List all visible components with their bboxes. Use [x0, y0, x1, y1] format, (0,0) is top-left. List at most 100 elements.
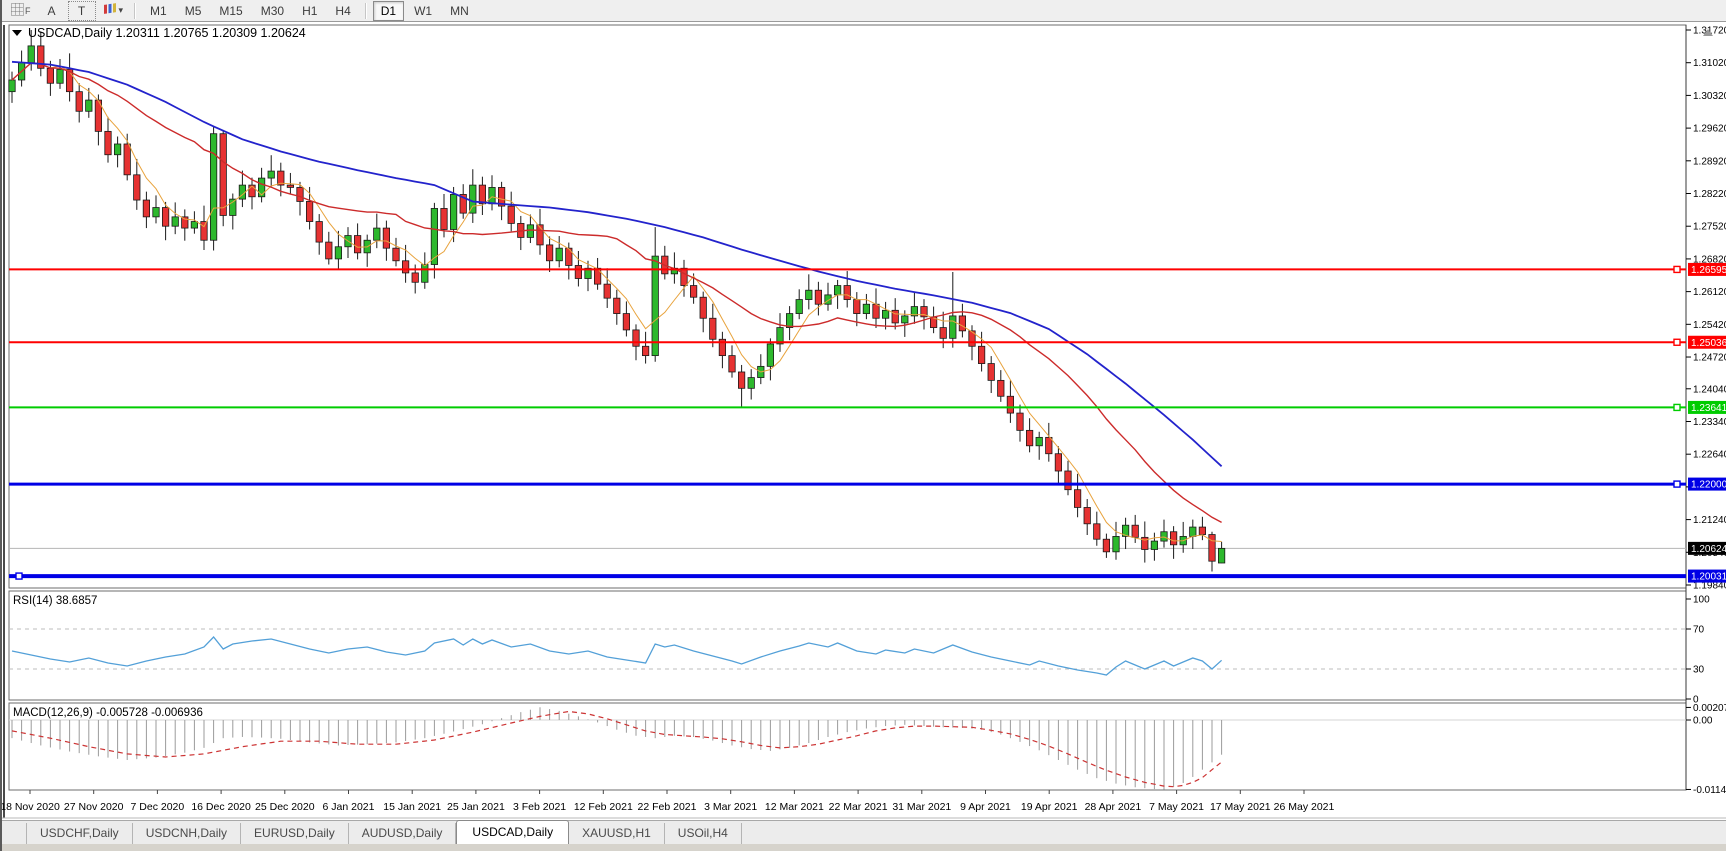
svg-text:1.31020: 1.31020: [1693, 58, 1726, 69]
toolbar-separator: [364, 2, 367, 19]
svg-text:27 Nov 2020: 27 Nov 2020: [64, 801, 124, 813]
grid-button-label: F: [25, 5, 31, 16]
tab-usoil-h4[interactable]: USOil,H4: [665, 823, 742, 844]
svg-text:25 Jan 2021: 25 Jan 2021: [447, 801, 505, 813]
svg-text:1.20624: 1.20624: [1691, 544, 1726, 555]
svg-text:0: 0: [1693, 695, 1699, 706]
price-badge: [1688, 335, 1726, 349]
svg-text:1.28220: 1.28220: [1693, 189, 1726, 200]
svg-text:30: 30: [1693, 665, 1705, 676]
svg-text:28 Apr 2021: 28 Apr 2021: [1085, 801, 1142, 813]
svg-text:1.21240: 1.21240: [1693, 515, 1726, 526]
crayons-icon: [103, 2, 117, 19]
svg-text:70: 70: [1693, 625, 1705, 636]
scroll-marker-icon[interactable]: [1703, 29, 1713, 36]
tab-usdchf-daily[interactable]: USDCHF,Daily: [26, 823, 133, 844]
ma-blue-line: [11, 60, 1223, 467]
svg-text:0.00: 0.00: [1693, 716, 1713, 727]
timeframe-w1-button[interactable]: W1: [414, 3, 433, 18]
timeframe-m15-button[interactable]: M15: [219, 3, 243, 18]
svg-text:7 Dec 2020: 7 Dec 2020: [131, 801, 185, 813]
line-handle[interactable]: [1673, 265, 1681, 274]
line-handle[interactable]: [1673, 403, 1681, 412]
svg-text:1.27520: 1.27520: [1693, 222, 1726, 233]
svg-text:3 Mar 2021: 3 Mar 2021: [704, 801, 757, 813]
svg-text:1.24040: 1.24040: [1693, 384, 1726, 395]
svg-text:1.25420: 1.25420: [1693, 320, 1726, 331]
horizontal-line-1.25036[interactable]: 1.25036: [9, 335, 1726, 349]
svg-text:26 May 2021: 26 May 2021: [1274, 801, 1335, 813]
line-handle[interactable]: [15, 572, 23, 580]
svg-text:1.26120: 1.26120: [1693, 287, 1726, 298]
svg-text:1.29620: 1.29620: [1693, 124, 1726, 135]
svg-text:18 Nov 2020: 18 Nov 2020: [2, 801, 60, 813]
svg-text:1.26820: 1.26820: [1693, 254, 1726, 265]
svg-text:1.24720: 1.24720: [1693, 353, 1726, 364]
svg-text:1.23641: 1.23641: [1691, 403, 1726, 414]
svg-text:12 Mar 2021: 12 Mar 2021: [765, 801, 824, 813]
rsi-panel: 100 70 30 0 RSI(14) 38.6857: [9, 595, 1710, 706]
rsi-label: RSI(14) 38.6857: [13, 595, 97, 607]
horizontal-line-1.23641[interactable]: 1.23641: [9, 400, 1726, 414]
tab-audusd-daily[interactable]: AUDUSD,Daily: [349, 823, 457, 844]
bar-chart-grid-button[interactable]: F: [6, 1, 36, 21]
svg-text:25 Dec 2020: 25 Dec 2020: [255, 801, 315, 813]
timeframe-h1-button[interactable]: H1: [302, 3, 318, 18]
current-price-badge: 1.20624: [1688, 541, 1726, 555]
svg-text:17 May 2021: 17 May 2021: [1210, 801, 1271, 813]
arrow-tool-button[interactable]: A: [38, 1, 66, 21]
line-handle[interactable]: [1673, 480, 1681, 488]
svg-text:31 Mar 2021: 31 Mar 2021: [892, 801, 951, 813]
svg-text:22 Mar 2021: 22 Mar 2021: [829, 801, 888, 813]
price-badge: [1688, 262, 1726, 276]
top-toolbar: F A T ▾ M1 M5 M15 M30 H1 H4 D1 W1 MN: [2, 0, 1726, 22]
price-badge: [1688, 400, 1726, 414]
svg-text:1.22000: 1.22000: [1691, 480, 1726, 491]
line-handle[interactable]: [1673, 338, 1681, 346]
date-axis[interactable]: 18 Nov 2020 27 Nov 2020 7 Dec 2020 16 Dec 2…: [2, 790, 1726, 819]
svg-text:1.23340: 1.23340: [1693, 417, 1726, 428]
tab-usdcad-daily[interactable]: USDCAD,Daily: [456, 820, 570, 845]
candlestick-series: [8, 30, 1226, 572]
tab-eurusd-daily[interactable]: EURUSD,Daily: [241, 823, 349, 844]
horizontal-line-1.22000[interactable]: 1.22000: [9, 477, 1726, 491]
svg-text:1.25036: 1.25036: [1691, 338, 1726, 349]
horizontal-line-1.20031[interactable]: 1.20031: [9, 569, 1726, 583]
timeframe-h4-button[interactable]: H4: [335, 3, 351, 18]
price-axis[interactable]: 1.31720 1.31020 1.30320 1.29620 1.28920 1.282…: [1686, 26, 1726, 592]
svg-text:1.19840: 1.19840: [1693, 581, 1726, 592]
svg-text:1.20031: 1.20031: [1691, 572, 1726, 583]
tab-xauusd-h1[interactable]: XAUUSD,H1: [569, 823, 665, 844]
svg-text:1.26595: 1.26595: [1691, 265, 1726, 276]
timeframe-m1-button[interactable]: M1: [150, 3, 167, 18]
svg-text:1.31720: 1.31720: [1693, 26, 1726, 37]
svg-text:1.30320: 1.30320: [1693, 91, 1726, 102]
svg-text:22 Feb 2021: 22 Feb 2021: [638, 801, 697, 813]
svg-text:12 Feb 2021: 12 Feb 2021: [574, 801, 633, 813]
svg-text:3 Feb 2021: 3 Feb 2021: [513, 801, 566, 813]
chart-title: USDCAD,Daily 1.20311 1.20765 1.20309 1.2…: [12, 26, 306, 40]
chart-tab-bar: USDCHF,Daily USDCNH,Daily EURUSD,Daily AUDU…: [2, 820, 1726, 845]
colors-button[interactable]: ▾: [98, 1, 129, 21]
tab-usdcnh-daily[interactable]: USDCNH,Daily: [133, 823, 242, 844]
chevron-down-icon: ▾: [118, 5, 124, 15]
svg-text:100: 100: [1693, 595, 1710, 606]
chart-area[interactable]: 1.31720 1.31020 1.30320 1.29620 1.28920 1.282…: [2, 0, 1726, 820]
timeframe-button-group: M1 M5 M15 M30 H1 H4 D1 W1 MN: [141, 0, 478, 21]
price-badge: [1688, 477, 1726, 491]
timeframe-m5-button[interactable]: M5: [184, 3, 202, 18]
svg-text:9 Apr 2021: 9 Apr 2021: [960, 801, 1011, 813]
svg-text:7 May 2021: 7 May 2021: [1149, 801, 1204, 813]
text-tool-button[interactable]: T: [67, 0, 96, 21]
macd-signal-line: [11, 710, 1222, 788]
timeframe-d1-button[interactable]: D1: [372, 0, 405, 21]
window-bottom-strip: [2, 844, 1726, 851]
grid-icon: [11, 2, 24, 19]
timeframe-mn-button[interactable]: MN: [450, 3, 469, 18]
svg-text:1.22640: 1.22640: [1693, 450, 1726, 461]
collapse-triangle-icon[interactable]: [12, 30, 22, 36]
rsi-line: [11, 636, 1223, 676]
horizontal-line-1.26595[interactable]: 1.26595: [9, 262, 1726, 276]
macd-label: MACD(12,26,9) -0.005728 -0.006936: [13, 707, 203, 719]
timeframe-m30-button[interactable]: M30: [260, 3, 285, 18]
